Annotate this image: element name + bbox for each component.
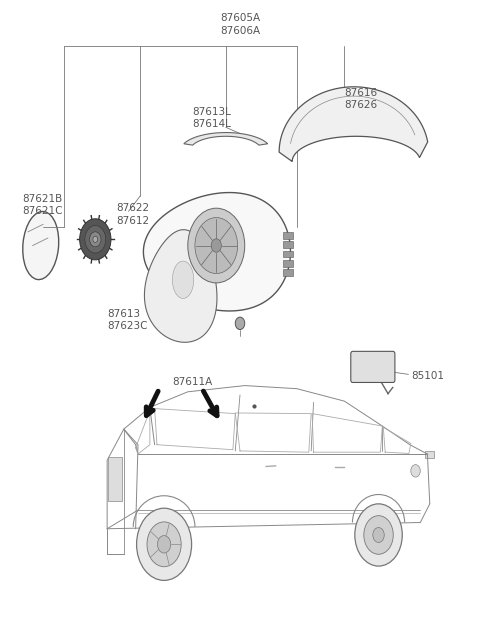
Bar (283, 241, 293, 248)
Bar (283, 269, 293, 276)
Circle shape (80, 219, 111, 260)
Circle shape (373, 528, 384, 543)
Circle shape (93, 236, 97, 242)
Bar (283, 251, 293, 257)
Bar (108, 457, 122, 501)
Circle shape (188, 208, 245, 283)
Ellipse shape (172, 261, 194, 298)
Ellipse shape (23, 212, 59, 279)
Bar (283, 260, 293, 267)
Circle shape (195, 217, 238, 274)
Bar (425, 451, 433, 458)
Text: 87611A: 87611A (172, 377, 213, 387)
Circle shape (157, 536, 171, 553)
Text: 87622
87612: 87622 87612 (117, 203, 150, 225)
Polygon shape (279, 87, 428, 161)
Circle shape (211, 239, 221, 252)
Polygon shape (144, 230, 217, 342)
Circle shape (147, 522, 181, 566)
Circle shape (235, 317, 245, 330)
Text: 87616
87626: 87616 87626 (344, 88, 377, 111)
Text: 85101: 85101 (411, 371, 444, 381)
Circle shape (364, 516, 393, 555)
Text: 87613L
87614L: 87613L 87614L (192, 107, 231, 129)
Circle shape (85, 225, 106, 253)
Text: 87605A
87606A: 87605A 87606A (220, 13, 260, 36)
Text: 87613
87623C: 87613 87623C (107, 309, 148, 332)
Text: 87621B
87621C: 87621B 87621C (22, 194, 62, 216)
Polygon shape (144, 193, 290, 311)
Polygon shape (184, 133, 268, 145)
Circle shape (90, 232, 101, 247)
Circle shape (137, 508, 192, 580)
Circle shape (355, 504, 402, 566)
FancyBboxPatch shape (351, 351, 395, 382)
Bar (283, 232, 293, 239)
Circle shape (411, 465, 420, 477)
